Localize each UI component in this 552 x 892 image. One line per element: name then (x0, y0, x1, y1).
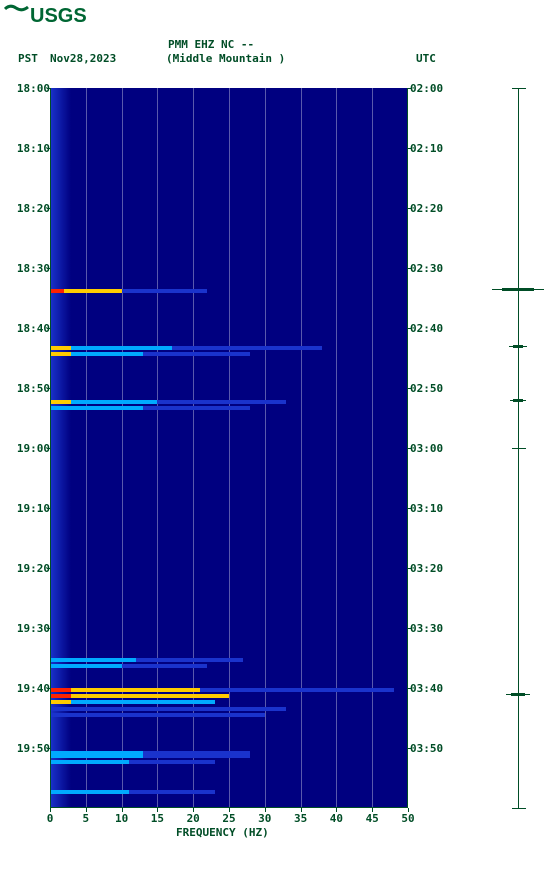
ytick-right: 03:00 (410, 442, 450, 455)
left-tz-label: PST (18, 52, 38, 65)
ytick-right: 02:00 (410, 82, 450, 95)
ytick-mark (408, 328, 411, 329)
xtick-label: 35 (291, 812, 311, 825)
right-tz-label: UTC (416, 52, 436, 65)
spectrogram-event (50, 700, 408, 704)
xtick-label: 15 (147, 812, 167, 825)
ytick-mark (47, 688, 50, 689)
spectrogram-event (50, 694, 408, 698)
spectrogram-plot (50, 88, 408, 808)
ytick-mark (408, 88, 411, 89)
ytick-mark (408, 208, 411, 209)
xtick-label: 20 (183, 812, 203, 825)
ytick-left: 19:00 (16, 442, 50, 455)
ytick-mark (47, 328, 50, 329)
helicorder-trace (492, 88, 544, 808)
spectrogram-event (50, 664, 207, 668)
ytick-mark (408, 448, 411, 449)
ytick-right: 02:30 (410, 262, 450, 275)
ytick-mark (408, 628, 411, 629)
ytick-right: 03:30 (410, 622, 450, 635)
ytick-mark (47, 268, 50, 269)
station-id: PMM EHZ NC -- (168, 38, 254, 51)
ytick-mark (47, 628, 50, 629)
spectrogram-event (50, 754, 250, 758)
heli-spike (511, 695, 525, 696)
ytick-mark (408, 508, 411, 509)
spectrogram-event (50, 346, 322, 350)
spectrogram-event (50, 406, 250, 410)
heli-tick (512, 448, 526, 449)
xtick-label: 30 (255, 812, 275, 825)
ytick-right: 02:40 (410, 322, 450, 335)
ytick-left: 18:50 (16, 382, 50, 395)
ytick-mark (47, 748, 50, 749)
ytick-left: 19:20 (16, 562, 50, 575)
ytick-mark (47, 208, 50, 209)
ytick-right: 03:20 (410, 562, 450, 575)
ytick-mark (47, 388, 50, 389)
ytick-left: 18:00 (16, 82, 50, 95)
xtick-label: 10 (112, 812, 132, 825)
spectrogram-event (50, 688, 394, 692)
ytick-mark (408, 268, 411, 269)
station-name: (Middle Mountain ) (166, 52, 285, 65)
ytick-left: 19:40 (16, 682, 50, 695)
heli-spike (513, 347, 524, 348)
spectrogram-event (50, 658, 243, 662)
ytick-mark (47, 568, 50, 569)
ytick-left: 18:40 (16, 322, 50, 335)
ytick-left: 18:30 (16, 262, 50, 275)
spectrogram-event (50, 400, 286, 404)
xtick-label: 45 (362, 812, 382, 825)
ytick-mark (47, 148, 50, 149)
x-axis-label: FREQUENCY (HZ) (176, 826, 269, 839)
heli-tick (512, 808, 526, 809)
ytick-left: 18:20 (16, 202, 50, 215)
ytick-right: 03:50 (410, 742, 450, 755)
xtick-label: 0 (40, 812, 60, 825)
usgs-logo: USGS (4, 2, 98, 28)
heli-spike (513, 401, 522, 402)
spectrogram-event (50, 790, 215, 794)
svg-text:USGS: USGS (30, 5, 87, 27)
ytick-mark (408, 568, 411, 569)
plot-border (50, 88, 51, 808)
ytick-mark (47, 448, 50, 449)
ytick-right: 02:20 (410, 202, 450, 215)
ytick-right: 02:10 (410, 142, 450, 155)
ytick-mark (47, 508, 50, 509)
heli-spike (502, 290, 533, 291)
ytick-mark (408, 148, 411, 149)
ytick-left: 19:30 (16, 622, 50, 635)
xtick-label: 25 (219, 812, 239, 825)
ytick-right: 03:10 (410, 502, 450, 515)
ytick-mark (408, 388, 411, 389)
ytick-left: 19:50 (16, 742, 50, 755)
xtick-label: 5 (76, 812, 96, 825)
spectrogram-event (50, 289, 207, 293)
ytick-left: 19:10 (16, 502, 50, 515)
xtick-label: 40 (326, 812, 346, 825)
ytick-left: 18:10 (16, 142, 50, 155)
ytick-right: 03:40 (410, 682, 450, 695)
spectrogram-event (50, 760, 215, 764)
heli-tick (512, 88, 526, 89)
ytick-mark (408, 688, 411, 689)
date-label: Nov28,2023 (50, 52, 116, 65)
ytick-mark (47, 88, 50, 89)
xtick-label: 50 (398, 812, 418, 825)
ytick-mark (408, 748, 411, 749)
spectrogram-event (50, 352, 250, 356)
ytick-right: 02:50 (410, 382, 450, 395)
